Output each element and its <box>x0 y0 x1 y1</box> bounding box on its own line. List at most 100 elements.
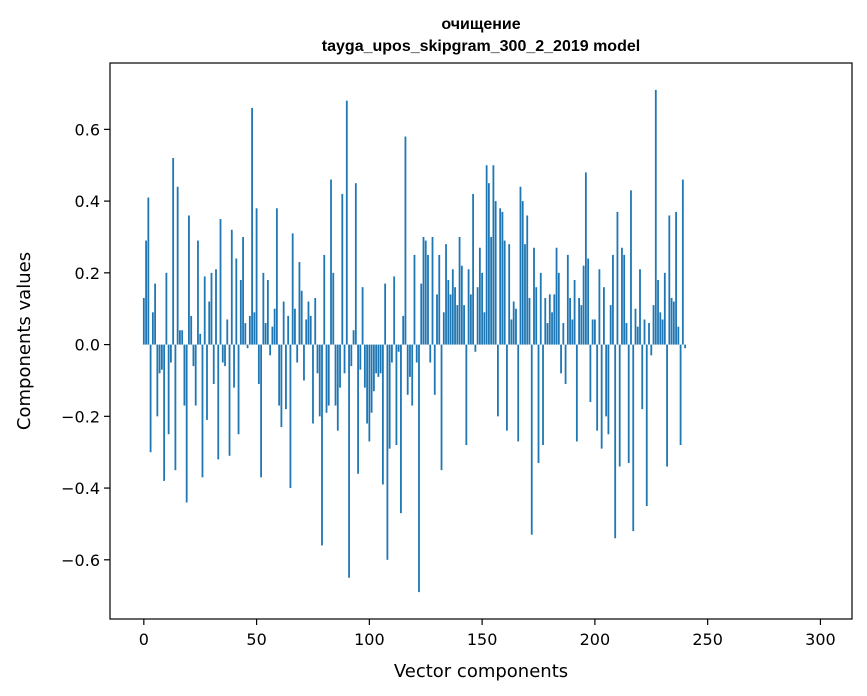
bar <box>630 190 632 345</box>
bar <box>478 247 481 345</box>
bar <box>533 247 535 345</box>
bar <box>467 269 470 345</box>
bar <box>551 312 553 345</box>
bar <box>593 319 596 345</box>
bar <box>341 193 344 345</box>
bar <box>217 344 220 460</box>
bar <box>190 315 193 345</box>
bar <box>494 201 497 345</box>
bar <box>260 344 262 478</box>
bar <box>151 312 154 345</box>
bar <box>621 247 623 345</box>
bar <box>456 305 459 345</box>
bar <box>530 344 533 535</box>
bar <box>643 319 646 345</box>
bar <box>339 344 341 388</box>
bar <box>589 344 592 402</box>
bar <box>368 344 371 442</box>
bar <box>142 297 145 345</box>
bar <box>413 254 416 345</box>
bar <box>226 319 229 345</box>
x-tick-label: 0 <box>139 630 149 649</box>
bar <box>348 344 350 578</box>
bar <box>163 344 166 481</box>
bar <box>566 254 569 345</box>
bar <box>506 344 508 431</box>
bar <box>681 179 684 345</box>
bar <box>219 219 222 345</box>
bar <box>517 344 520 442</box>
bar <box>424 240 427 345</box>
bar <box>194 344 197 406</box>
bar <box>598 269 601 345</box>
bar <box>354 183 357 345</box>
bar <box>165 272 168 345</box>
x-tick-label: 150 <box>467 630 498 649</box>
bar <box>352 330 355 345</box>
bar <box>648 323 650 345</box>
bar <box>524 244 526 345</box>
bar <box>176 186 179 345</box>
bar <box>179 330 181 345</box>
y-axis-ticks: −0.6 −0.4 −0.2 0.0 0.2 0.4 0.6 <box>61 120 110 570</box>
bar <box>557 272 560 345</box>
bar <box>460 265 463 345</box>
bar <box>650 344 653 356</box>
bar <box>203 276 206 345</box>
bar <box>381 344 384 485</box>
bar <box>433 344 436 395</box>
bar <box>571 319 574 345</box>
bar <box>278 344 281 406</box>
bar <box>580 305 583 345</box>
bar <box>325 344 328 413</box>
bar <box>248 315 251 345</box>
bar <box>418 344 420 593</box>
bar <box>652 305 655 345</box>
bar <box>508 244 511 345</box>
bar <box>503 240 506 345</box>
bar <box>300 290 303 345</box>
bar <box>285 344 287 410</box>
bar <box>575 344 578 442</box>
bar <box>618 344 621 467</box>
bar <box>569 297 571 345</box>
bar <box>334 344 337 406</box>
bar <box>537 344 540 463</box>
y-tick-label: −0.4 <box>61 479 100 498</box>
bar <box>436 294 438 345</box>
bar <box>422 236 425 345</box>
bar <box>411 344 414 406</box>
bar <box>393 276 396 345</box>
bar <box>535 287 538 345</box>
bar <box>262 272 265 345</box>
bar <box>663 272 666 345</box>
bar <box>266 280 269 345</box>
bar <box>564 344 567 385</box>
bar <box>402 315 405 345</box>
bar <box>321 344 323 546</box>
bar <box>242 236 244 345</box>
bar <box>294 308 296 345</box>
bar <box>289 344 292 489</box>
bar <box>560 344 562 374</box>
bar <box>573 280 576 345</box>
bar <box>449 294 452 345</box>
bar <box>440 344 443 471</box>
bar <box>591 319 594 345</box>
y-tick-label: 0.6 <box>75 120 100 139</box>
bar <box>578 297 580 345</box>
bar <box>679 344 682 446</box>
bar <box>603 287 605 345</box>
bar <box>375 344 378 374</box>
bar <box>228 344 231 456</box>
bar <box>609 305 612 345</box>
bar <box>483 312 486 345</box>
bar <box>388 344 391 449</box>
x-axis-ticks: 0 50 100 150 200 250 300 <box>139 619 836 649</box>
bar <box>512 301 515 345</box>
bar <box>474 344 477 352</box>
bar <box>253 312 256 345</box>
bar <box>670 297 673 345</box>
bar <box>584 172 587 345</box>
bar <box>447 280 450 345</box>
